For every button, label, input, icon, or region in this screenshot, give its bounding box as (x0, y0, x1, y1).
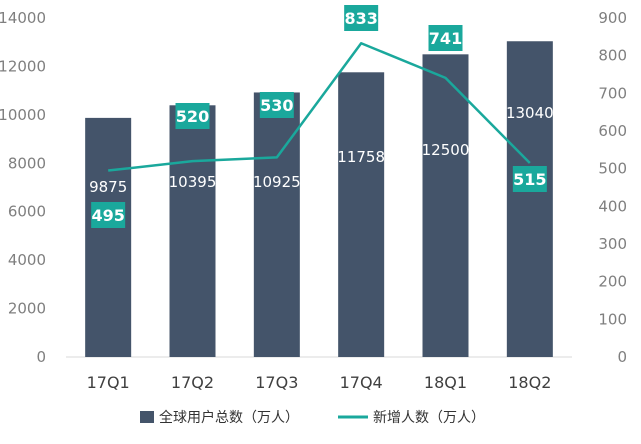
legend-line-label: 新增人数（万人） (373, 410, 485, 426)
right-axis-tick-label: 500 (598, 160, 627, 178)
line-data-label-box (175, 103, 210, 129)
right-axis-tick-label: 800 (598, 47, 627, 65)
right-axis-tick-label: 400 (598, 197, 627, 215)
bar-series (85, 41, 553, 358)
bar (169, 105, 216, 357)
right-axis-tick-label: 600 (598, 122, 627, 140)
right-axis-ticks: 0 100 200 300 400 500 600 700 800 900 (598, 9, 627, 366)
line-series (108, 41, 531, 172)
line-data-label-box (428, 25, 463, 51)
right-axis-tick-label: 300 (598, 235, 627, 253)
bar (253, 92, 300, 358)
category-label: 17Q4 (340, 373, 383, 392)
left-axis-tick-label: 8000 (8, 154, 46, 172)
right-axis-tick-label: 100 (598, 310, 627, 328)
bar-data-label: 9875 (89, 178, 127, 196)
line-data-label: 515 (513, 170, 546, 189)
bar (422, 54, 469, 357)
line-data-label: 741 (429, 29, 462, 48)
category-label: 17Q3 (255, 373, 298, 392)
bar-data-label: 10925 (253, 173, 301, 191)
bar-data-label: 11758 (337, 148, 385, 166)
line-data-label-box (259, 92, 294, 118)
line-data-labels: 495 520 530 833 741 515 (91, 5, 547, 228)
bar-data-label: 13040 (506, 104, 554, 122)
line-path (108, 41, 531, 172)
left-axis-tick-label: 0 (36, 348, 46, 366)
line-data-label: 520 (176, 107, 209, 126)
right-axis-tick-label: 900 (598, 9, 627, 27)
legend-bar-label: 全球用户总数（万人） (159, 409, 299, 426)
bar (338, 72, 385, 358)
bar-data-label: 12500 (422, 141, 470, 159)
legend: 全球用户总数（万人） 新增人数（万人） (140, 409, 485, 426)
left-axis-tick-label: 10000 (0, 106, 46, 124)
category-label: 17Q2 (171, 373, 214, 392)
category-label: 18Q1 (424, 373, 467, 392)
right-axis-tick-label: 0 (617, 348, 627, 366)
left-axis-tick-label: 6000 (8, 203, 46, 221)
bar-data-label: 10395 (169, 173, 217, 191)
line-data-label: 530 (260, 96, 293, 115)
line-data-label-box (91, 202, 126, 228)
category-label: 18Q2 (508, 373, 551, 392)
category-labels: 17Q1 17Q2 17Q3 17Q4 18Q1 18Q2 (87, 373, 552, 392)
line-data-label-box (344, 5, 379, 31)
right-axis-tick-label: 200 (598, 273, 627, 291)
left-axis-tick-label: 12000 (0, 57, 46, 75)
line-data-label: 833 (344, 9, 377, 28)
left-axis-ticks: 0 2000 4000 6000 8000 10000 12000 14000 (0, 9, 46, 366)
legend-bar-swatch (140, 411, 154, 423)
line-data-label: 495 (91, 206, 124, 225)
line-data-label-box (512, 166, 547, 192)
bar (85, 117, 132, 357)
bar (506, 41, 553, 357)
left-axis-tick-label: 2000 (8, 300, 46, 318)
left-axis-tick-label: 14000 (0, 9, 46, 27)
left-axis-tick-label: 4000 (8, 251, 46, 269)
bar-data-labels: 9875 10395 10925 11758 12500 13040 (89, 104, 554, 196)
category-label: 17Q1 (87, 373, 130, 392)
right-axis-tick-label: 700 (598, 84, 627, 102)
